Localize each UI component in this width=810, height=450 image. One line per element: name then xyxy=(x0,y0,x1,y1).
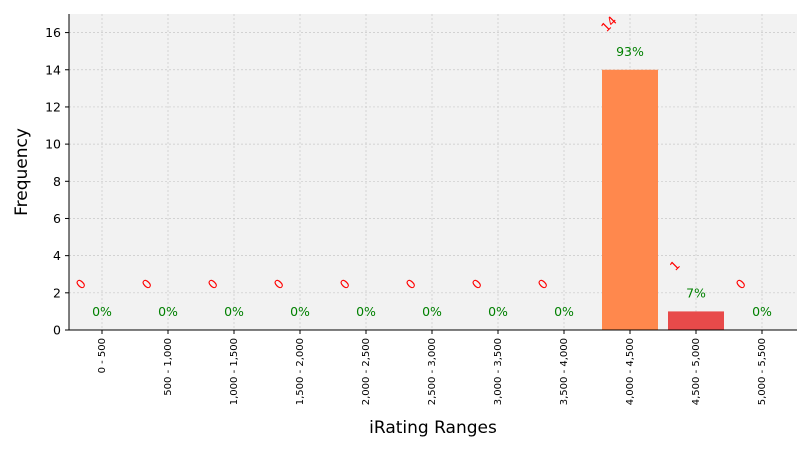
x-tick-label: 1,500 - 2,000 xyxy=(295,338,306,405)
bar xyxy=(668,311,724,330)
y-tick-label: 2 xyxy=(53,285,61,300)
percent-label: 0% xyxy=(422,304,442,319)
percent-label: 0% xyxy=(158,304,178,319)
percent-label: 0% xyxy=(92,304,112,319)
percent-label: 0% xyxy=(356,304,376,319)
bar xyxy=(602,69,658,330)
y-tick-label: 8 xyxy=(53,174,61,189)
x-axis-label: iRating Ranges xyxy=(369,418,497,438)
y-axis-label: Frequency xyxy=(12,128,32,216)
x-tick-label: 5,000 - 5,500 xyxy=(757,338,768,405)
x-tick-label: 500 - 1,000 xyxy=(163,338,174,396)
y-tick-label: 16 xyxy=(45,25,61,40)
x-axis-ticks: 0 - 500 500 - 1,000 1,000 - 1,500 1,500 - 2… xyxy=(97,330,768,405)
x-tick-label: 1,000 - 1,500 xyxy=(229,338,240,405)
y-tick-label: 14 xyxy=(45,62,61,77)
bar-labels: 0%00%00%00%00%00%00%00%093%147%10%0 xyxy=(73,13,772,319)
percent-label: 0% xyxy=(488,304,508,319)
bars xyxy=(602,69,724,330)
percent-label: 93% xyxy=(616,44,644,59)
percent-label: 0% xyxy=(752,304,772,319)
x-tick-label: 4,000 - 4,500 xyxy=(625,338,636,405)
x-tick-label: 2,000 - 2,500 xyxy=(361,338,372,405)
x-tick-label: 0 - 500 xyxy=(97,338,108,373)
x-tick-label: 3,000 - 3,500 xyxy=(493,338,504,405)
y-tick-label: 12 xyxy=(45,99,61,114)
x-tick-label: 3,500 - 4,000 xyxy=(559,338,570,405)
y-tick-label: 0 xyxy=(53,323,61,338)
percent-label: 0% xyxy=(224,304,244,319)
percent-label: 0% xyxy=(554,304,574,319)
y-axis-ticks: 0 2 4 6 8 10 12 14 16 xyxy=(45,25,69,338)
percent-label: 7% xyxy=(686,285,706,300)
plot-area xyxy=(69,14,797,330)
x-tick-label: 4,500 - 5,000 xyxy=(691,338,702,405)
y-tick-label: 6 xyxy=(53,211,61,226)
x-tick-label: 2,500 - 3,000 xyxy=(427,338,438,405)
percent-label: 0% xyxy=(290,304,310,319)
y-tick-label: 4 xyxy=(53,248,61,263)
y-tick-label: 10 xyxy=(45,137,61,152)
